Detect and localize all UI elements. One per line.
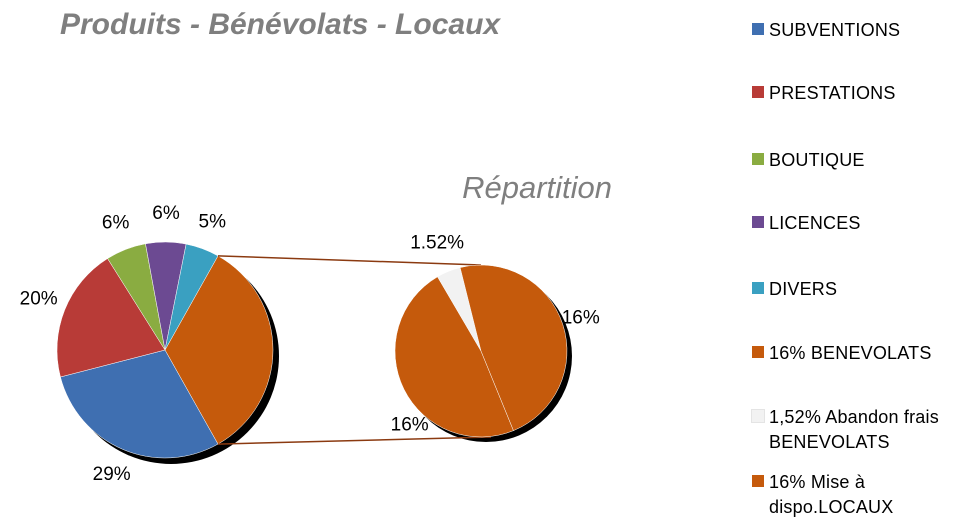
legend-swatch <box>752 23 764 35</box>
legend-item: PRESTATIONS <box>752 81 974 106</box>
connector-line <box>217 255 482 266</box>
legend-item: LICENCES <box>752 211 974 236</box>
legend-swatch <box>752 346 764 358</box>
legend-label: LICENCES <box>769 213 861 233</box>
legend-swatch <box>751 409 765 423</box>
data-label: 16% <box>391 415 429 436</box>
pie-slice <box>60 349 219 459</box>
data-label: 20% <box>20 289 58 310</box>
data-label: 29% <box>93 464 131 485</box>
chart-subtitle: Répartition <box>462 170 612 205</box>
legend-item: 1,52% Abandon frais BENEVOLATS <box>751 405 974 455</box>
pie-slice <box>394 276 514 438</box>
legend-label: 16% Mise à dispo.LOCAUX <box>769 472 894 517</box>
chart-title: Produits - Bénévolats - Locaux <box>60 8 501 41</box>
data-label: 5% <box>199 211 227 232</box>
legend-swatch <box>752 153 764 165</box>
legend-label: PRESTATIONS <box>769 83 896 103</box>
data-label: 6% <box>152 203 180 224</box>
legend-label: SUBVENTIONS <box>769 20 901 40</box>
legend-item: SUBVENTIONS <box>752 18 974 43</box>
legend-swatch <box>752 216 764 228</box>
legend-label: 16% BENEVOLATS <box>769 343 932 363</box>
pie-slice <box>56 258 166 378</box>
legend-swatch <box>752 282 764 294</box>
data-label: 6% <box>102 212 130 233</box>
connector-line <box>217 436 492 445</box>
legend-item: 16% BENEVOLATS <box>752 341 974 366</box>
pie-slice-other <box>164 255 274 445</box>
legend-item: 16% Mise à dispo.LOCAUX <box>752 470 974 520</box>
legend-swatch <box>752 86 764 98</box>
pie-slice <box>164 243 219 351</box>
legend-label: 1,52% Abandon frais BENEVOLATS <box>769 407 939 452</box>
pie-slice <box>459 264 568 431</box>
data-label: 1.52% <box>410 233 464 254</box>
legend-item: BOUTIQUE <box>752 148 974 173</box>
legend-label: DIVERS <box>769 279 838 299</box>
legend-swatch <box>752 475 764 487</box>
legend-label: BOUTIQUE <box>769 150 865 170</box>
data-label: 16% <box>562 307 600 328</box>
legend-item: DIVERS <box>752 277 974 302</box>
